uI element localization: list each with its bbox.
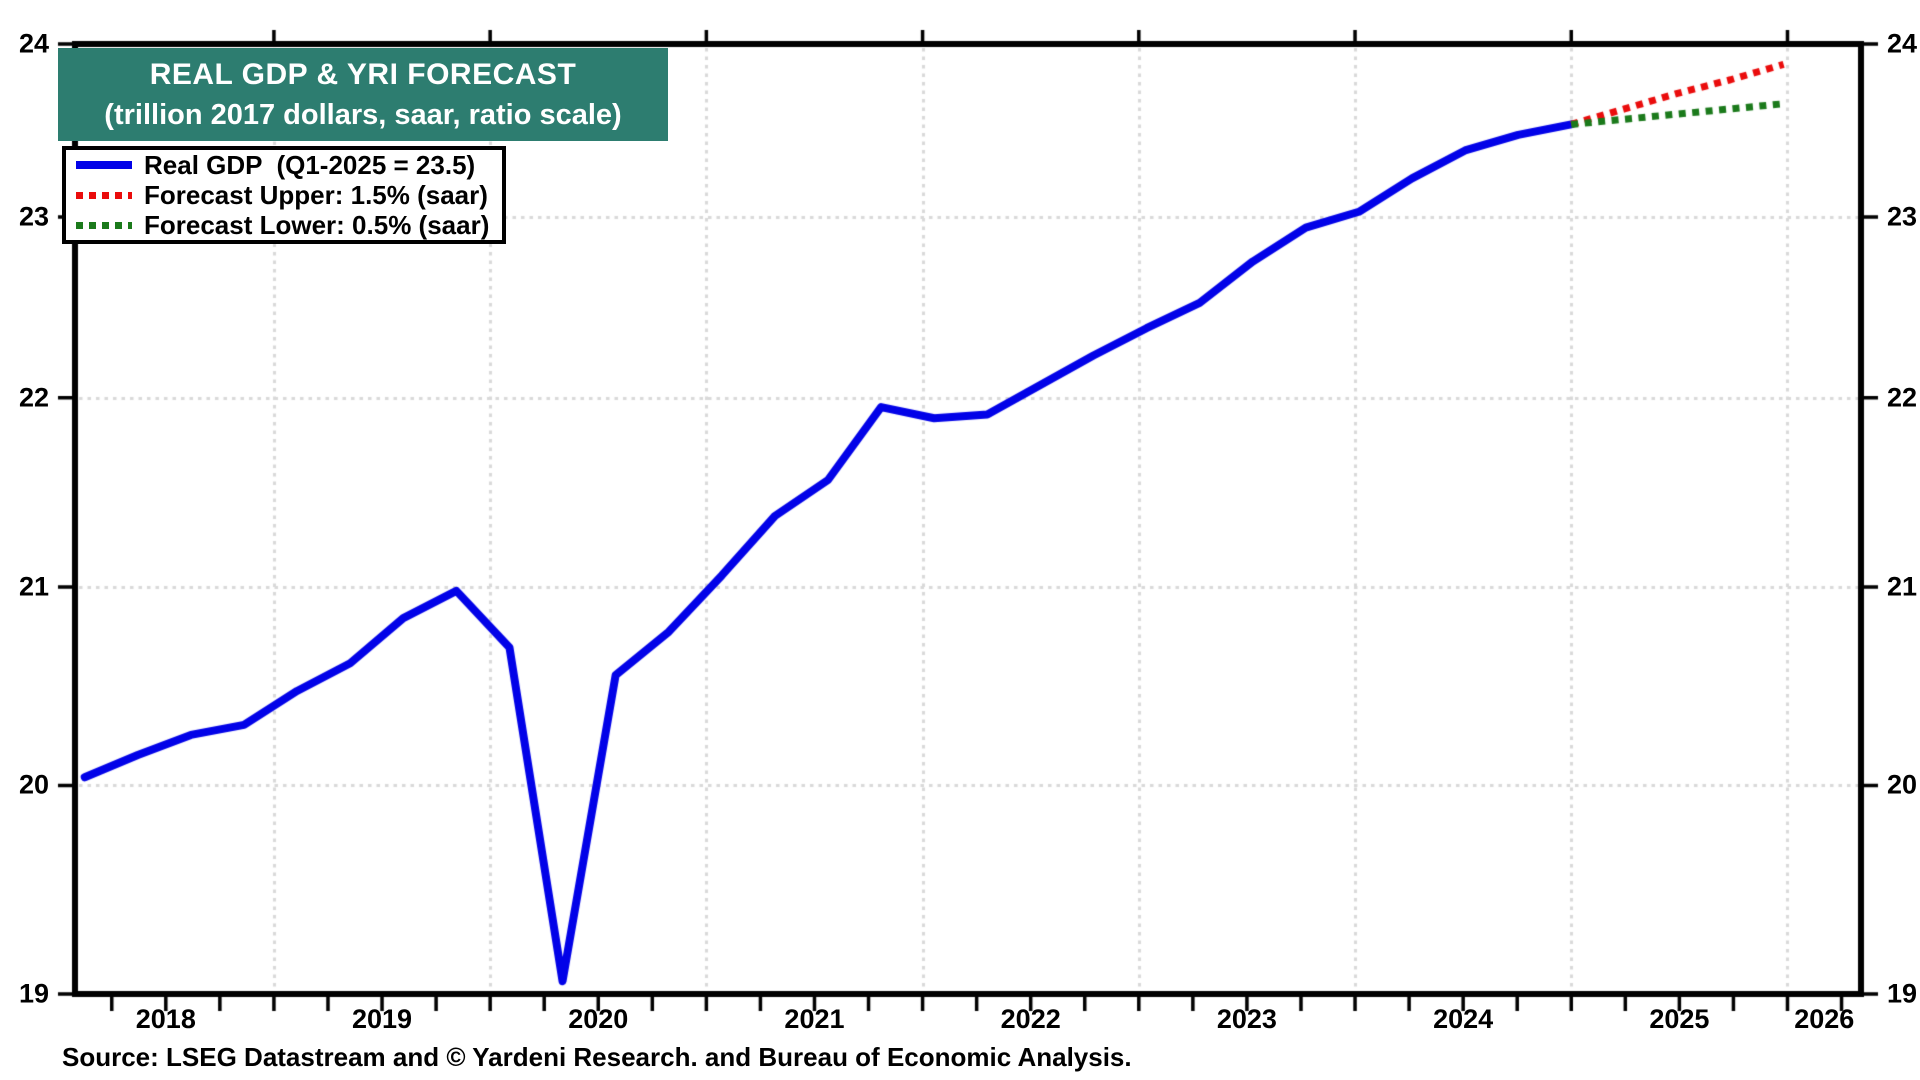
forecast-upper-line-swatch [76,191,132,199]
y-axis-right-tick-19: 19 [1887,978,1918,1009]
y-axis-left-tick-22: 22 [18,382,49,413]
legend-label-forecast-lower: Forecast Lower: 0.5% (saar) [144,209,490,240]
legend-label-forecast-upper: Forecast Upper: 1.5% (saar) [144,179,488,210]
legend-item-forecast-lower: Forecast Lower: 0.5% (saar) [76,210,502,240]
y-axis-left-tick-23: 23 [18,201,49,232]
x-axis-year-tick-2020: 2020 [568,1004,629,1034]
x-axis-year-tick-2019: 2019 [351,1004,413,1034]
x-axis-year-tick-2025: 2025 [1649,1004,1710,1034]
chart-title: REAL GDP & YRI FORECAST [149,57,577,91]
y-axis-right-tick-22: 22 [1887,382,1918,413]
x-axis-year-tick-2026: 2026 [1794,1004,1855,1034]
chart-subtitle: (trillion 2017 dollars, saar, ratio scal… [104,99,622,132]
legend-label-real-gdp: Real GDP (Q1-2025 = 23.5) [144,149,476,180]
x-axis-year-tick-2023: 2023 [1216,1004,1277,1034]
legend-item-forecast-upper: Forecast Upper: 1.5% (saar) [76,180,502,210]
legend-item-real-gdp: Real GDP (Q1-2025 = 23.5) [76,150,502,180]
y-axis-left-tick-19: 19 [18,978,49,1009]
y-axis-right-tick-20: 20 [1887,769,1918,800]
x-axis-year-tick-2024: 2024 [1433,1004,1494,1034]
chart-title-box: REAL GDP & YRI FORECAST (trillion 2017 d… [58,48,668,141]
y-axis-right-tick-24: 24 [1887,28,1918,59]
y-axis-left-tick-24: 24 [18,28,49,59]
x-axis-year-tick-2018: 2018 [135,1004,196,1034]
y-axis-right-tick-21: 21 [1887,571,1918,602]
source-note: Source: LSEG Datastream and © Yardeni Re… [62,1042,1132,1072]
y-axis-right-tick-23: 23 [1887,201,1918,232]
y-axis-left-tick-21: 21 [18,571,49,602]
real-gdp-line-swatch [76,161,132,169]
x-axis-year-tick-2021: 2021 [784,1004,845,1034]
legend-box: Real GDP (Q1-2025 = 23.5) Forecast Upper… [62,146,506,244]
x-axis-year-tick-2022: 2022 [1000,1004,1061,1034]
y-axis-left-tick-20: 20 [18,769,49,800]
forecast-lower-line-swatch [76,221,132,229]
